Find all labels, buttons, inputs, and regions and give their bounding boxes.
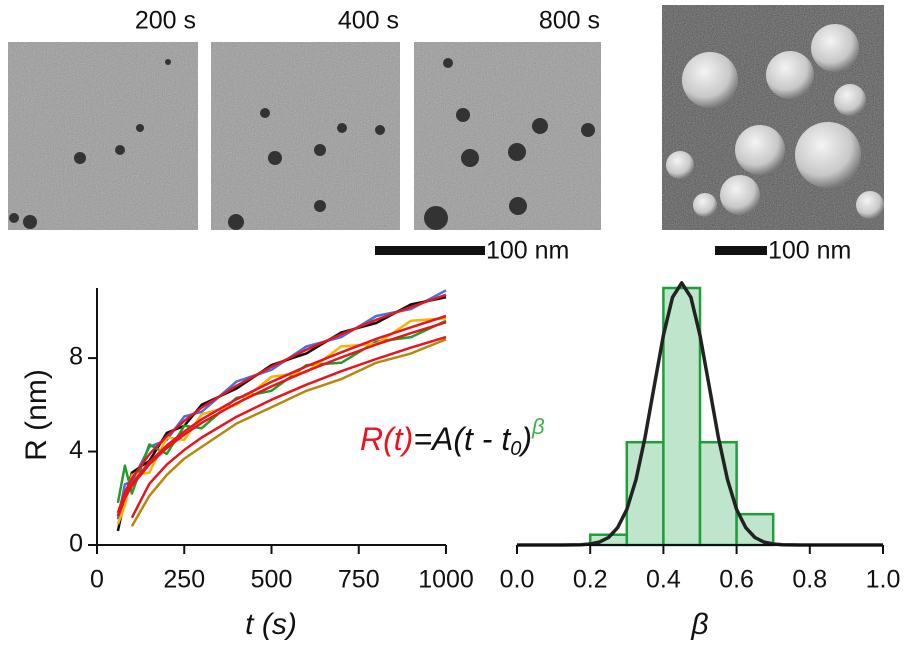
x-tick-label: 0.2 xyxy=(573,566,608,594)
x-tick-label: 0.4 xyxy=(646,566,681,594)
x-tick-label: 1000 xyxy=(418,566,474,594)
x-tick-label: 0.8 xyxy=(792,566,827,594)
x-tick-label: 1.0 xyxy=(866,566,901,594)
series-line xyxy=(130,335,447,519)
x-axis-label: t (s) xyxy=(245,608,297,641)
tem-image xyxy=(414,42,601,230)
scale-bar-label: 100 nm xyxy=(486,237,569,265)
series-line xyxy=(116,293,447,514)
x-tick-label: 0.0 xyxy=(500,566,535,594)
y-axis-label: R (nm) xyxy=(20,369,53,461)
x-tick-label: 250 xyxy=(163,566,205,594)
equation-part: =A(t - t xyxy=(413,421,511,457)
scale-bar xyxy=(715,246,767,255)
equation-part: R(t) xyxy=(360,421,413,457)
x-tick-label: 500 xyxy=(251,566,293,594)
y-tick-label: 8 xyxy=(69,343,83,371)
x-axis-label: β xyxy=(690,608,708,641)
series-line xyxy=(130,338,447,527)
x-tick-label: 0.6 xyxy=(719,566,754,594)
equation-part: 0 xyxy=(510,438,521,460)
image-label: 200 s xyxy=(135,7,196,35)
y-tick-label: 0 xyxy=(69,530,83,558)
histogram-bar xyxy=(662,286,702,547)
scale-bar-label: 100 nm xyxy=(768,237,851,265)
equation-part: β xyxy=(531,414,545,439)
y-tick-label: 4 xyxy=(69,436,83,464)
x-tick-label: 0 xyxy=(90,566,104,594)
series-line xyxy=(116,289,447,520)
equation: R(t)=A(t - t0)β xyxy=(360,414,545,460)
sem-image xyxy=(662,5,884,230)
equation-part: ) xyxy=(517,421,532,457)
scale-bar xyxy=(375,246,485,255)
image-label: 400 s xyxy=(338,7,399,35)
x-tick-label: 750 xyxy=(338,566,380,594)
tem-image xyxy=(8,42,198,230)
image-label: 800 s xyxy=(539,7,600,35)
tem-image xyxy=(211,42,400,230)
series-line xyxy=(116,314,447,517)
